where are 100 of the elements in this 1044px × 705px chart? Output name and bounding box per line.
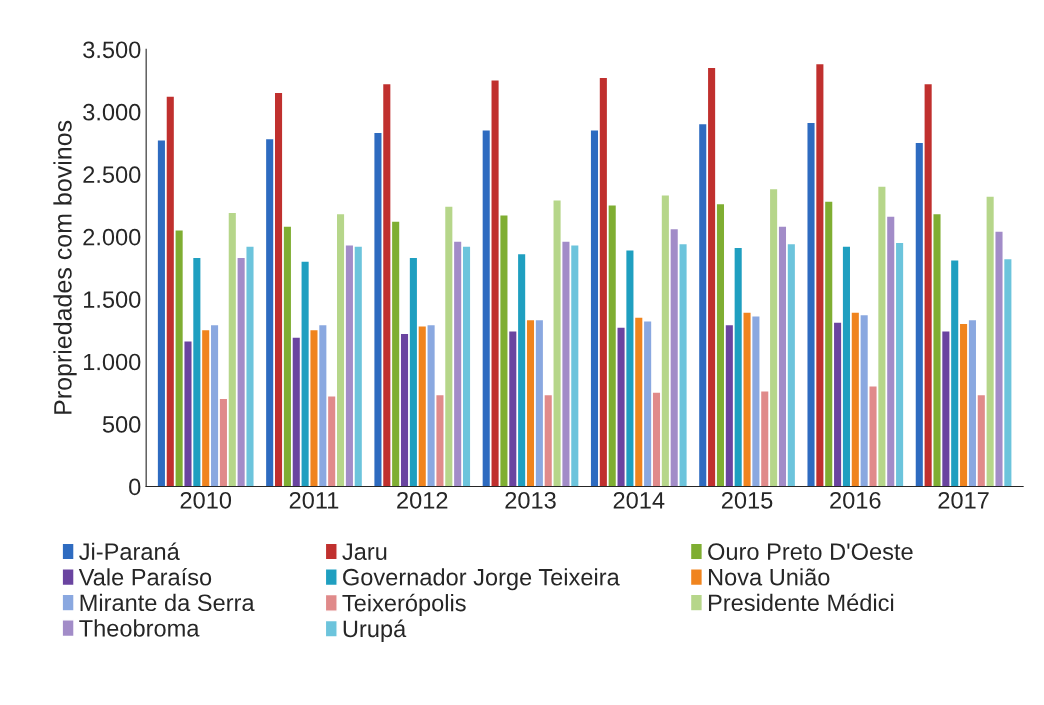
bar	[986, 196, 994, 487]
y-tick-label: 500	[102, 416, 141, 433]
bar	[337, 214, 345, 487]
bar	[752, 316, 760, 487]
bar	[228, 212, 236, 487]
bar	[807, 123, 815, 487]
x-tick-label: 2012	[397, 491, 448, 509]
bar	[310, 330, 318, 487]
bar	[283, 226, 291, 487]
bar	[770, 189, 778, 487]
bar	[500, 215, 508, 487]
bar	[652, 392, 661, 487]
bar	[301, 261, 309, 487]
bar	[896, 242, 904, 487]
bar	[968, 320, 976, 487]
bar	[374, 133, 382, 487]
bar	[995, 231, 1003, 487]
bar	[869, 386, 877, 487]
y-tick-label: 1.000	[84, 353, 141, 371]
bar	[708, 68, 716, 487]
bar	[219, 399, 227, 487]
bar	[590, 130, 599, 487]
bar	[436, 395, 444, 487]
x-tick-label: 2016	[830, 491, 881, 509]
bar	[608, 205, 616, 487]
bar	[237, 257, 245, 487]
bar	[184, 341, 192, 487]
bar	[571, 245, 579, 487]
x-tick-label: 2010	[180, 491, 232, 509]
bar	[951, 260, 959, 487]
y-tick-label: 2.000	[83, 228, 141, 246]
bar	[915, 143, 923, 487]
bar	[400, 334, 409, 487]
bar	[166, 96, 174, 487]
y-tick-label: 3.000	[83, 103, 141, 121]
bar	[509, 331, 517, 487]
bar	[699, 124, 707, 487]
bar	[842, 246, 850, 487]
bar	[942, 331, 950, 487]
bar	[825, 201, 833, 487]
bar	[626, 250, 634, 487]
legend-label: Urupá	[343, 619, 407, 642]
bar	[834, 322, 842, 487]
bar	[345, 245, 353, 487]
bar	[328, 396, 336, 487]
bar	[887, 216, 895, 487]
bar	[246, 246, 254, 487]
bar	[977, 395, 985, 487]
bar	[454, 241, 462, 487]
bar	[734, 247, 742, 487]
bar	[482, 130, 490, 487]
bar	[635, 317, 643, 487]
bar	[679, 244, 687, 487]
bar	[644, 321, 652, 487]
bar	[518, 254, 526, 487]
bar	[743, 312, 751, 487]
bar	[445, 206, 453, 487]
bar	[409, 257, 417, 487]
y-tick-label: 0	[129, 478, 141, 496]
bar	[661, 195, 669, 487]
bar	[526, 320, 535, 487]
x-tick-label: 2011	[289, 491, 339, 509]
bar	[816, 64, 824, 487]
bar	[427, 325, 435, 487]
legend-label: Jaru	[342, 543, 387, 561]
legend-label: Ouro Preto D'Oeste	[708, 543, 913, 561]
legend-label: Presidente Médici	[708, 593, 894, 612]
bar	[292, 337, 300, 487]
bar	[860, 315, 868, 487]
bar	[319, 325, 327, 487]
x-tick-label: 2017	[938, 491, 989, 509]
bar	[787, 244, 795, 487]
bar	[462, 246, 471, 487]
bar	[878, 186, 886, 487]
bar	[392, 221, 400, 487]
bar	[562, 241, 570, 487]
legend-label: Teixerópolis	[342, 593, 466, 617]
bar	[924, 84, 932, 487]
bar	[761, 391, 769, 487]
bar	[175, 230, 183, 487]
bar	[266, 139, 274, 487]
bar	[553, 200, 561, 487]
legend-label: Mirante da Serra	[80, 593, 255, 612]
bar	[491, 80, 499, 487]
bar	[544, 395, 552, 487]
y-axis-title: Propriedades com bovinos	[53, 120, 77, 414]
bar	[202, 330, 210, 487]
bar	[778, 226, 787, 487]
legend-label: Theobroma	[79, 619, 200, 637]
x-tick-label: 2015	[721, 491, 773, 509]
bar	[670, 229, 678, 487]
x-tick-label: 2014	[613, 491, 665, 509]
x-tick-label: 2013	[505, 491, 556, 509]
bar	[716, 204, 725, 487]
legend-label: Nova União	[708, 568, 830, 586]
bar	[535, 320, 543, 487]
bar	[1004, 259, 1012, 487]
bar	[193, 257, 201, 487]
bar	[275, 93, 283, 487]
bar	[617, 327, 625, 487]
